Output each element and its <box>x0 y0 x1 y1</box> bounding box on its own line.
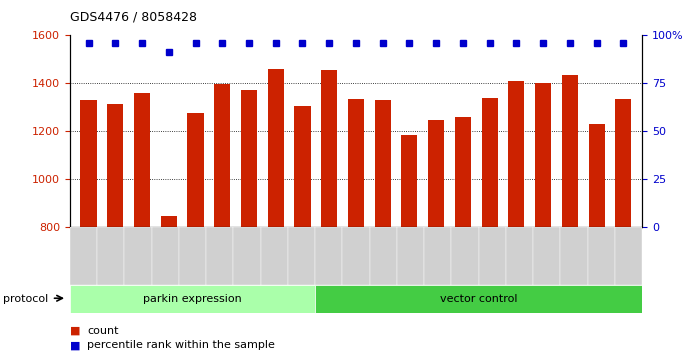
Bar <box>428 120 444 227</box>
Bar <box>455 116 471 227</box>
Bar <box>616 99 632 227</box>
Bar <box>233 227 260 285</box>
Bar <box>508 81 524 227</box>
Bar <box>560 227 588 285</box>
Bar <box>70 227 97 285</box>
Bar <box>161 216 177 227</box>
Bar <box>206 227 233 285</box>
Bar <box>452 227 479 285</box>
Bar <box>107 103 124 227</box>
Bar <box>268 69 284 227</box>
Bar <box>424 227 452 285</box>
Text: GDS4476 / 8058428: GDS4476 / 8058428 <box>70 11 197 24</box>
Bar <box>179 227 206 285</box>
Bar <box>615 227 642 285</box>
Bar <box>295 106 311 227</box>
Bar <box>375 100 391 227</box>
Text: percentile rank within the sample: percentile rank within the sample <box>87 340 275 350</box>
Text: vector control: vector control <box>440 294 517 304</box>
Bar <box>562 75 578 227</box>
Bar <box>315 285 642 313</box>
Bar <box>97 227 124 285</box>
Bar <box>506 227 533 285</box>
Bar <box>321 70 337 227</box>
Text: protocol: protocol <box>3 294 49 304</box>
Bar <box>588 227 615 285</box>
Bar <box>401 135 417 227</box>
Bar <box>70 285 315 313</box>
Bar <box>134 93 150 227</box>
Bar <box>348 99 364 227</box>
Bar <box>342 227 370 285</box>
Bar <box>214 84 230 227</box>
Bar <box>151 227 179 285</box>
Bar <box>288 227 315 285</box>
Bar <box>260 227 288 285</box>
Text: ■: ■ <box>70 326 80 336</box>
Text: parkin expression: parkin expression <box>143 294 242 304</box>
Bar <box>535 83 551 227</box>
Bar <box>370 227 397 285</box>
Bar <box>188 113 204 227</box>
Bar <box>588 124 604 227</box>
Bar <box>533 227 560 285</box>
Bar <box>315 227 342 285</box>
Bar <box>479 227 506 285</box>
Text: count: count <box>87 326 119 336</box>
Bar <box>80 100 96 227</box>
Bar <box>397 227 424 285</box>
Bar <box>124 227 151 285</box>
Bar <box>482 97 498 227</box>
Bar <box>241 90 257 227</box>
Text: ■: ■ <box>70 340 80 350</box>
